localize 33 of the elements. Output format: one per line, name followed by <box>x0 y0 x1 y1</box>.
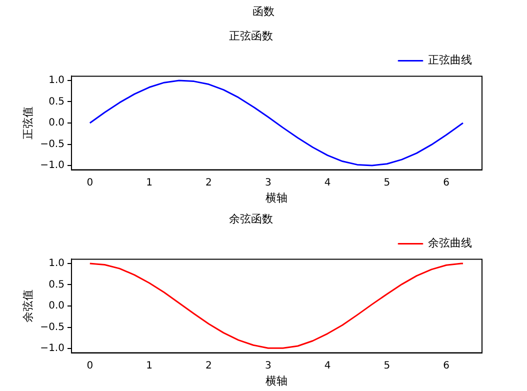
x-axis-title: 横轴 <box>266 374 288 388</box>
x-tick-label: 0 <box>86 177 94 188</box>
y-tick-label: 0.0 <box>48 300 64 312</box>
legend-label: 余弦曲线 <box>428 236 472 250</box>
x-tick-label: 3 <box>264 177 272 188</box>
x-tick-label: 2 <box>206 360 212 372</box>
x-tick-label: 6 <box>443 177 450 188</box>
x-tick-label: 0 <box>86 360 94 372</box>
y-tick-label: −0.5 <box>40 138 64 150</box>
y-tick-label: 0.5 <box>48 96 64 108</box>
x-tick-label: 3 <box>264 360 272 372</box>
y-tick-label: −1.0 <box>40 343 64 354</box>
text: 函数 <box>252 4 276 19</box>
x-tick-label: 4 <box>324 177 331 188</box>
chart-title: 余弦函数 <box>229 212 273 226</box>
x-tick-label: 6 <box>443 360 450 372</box>
y-tick-label: 0.0 <box>48 118 64 129</box>
x-tick-label: 5 <box>384 360 390 372</box>
y-tick-label: −0.5 <box>40 322 64 333</box>
x-tick-label: 4 <box>324 360 331 372</box>
y-axis-title: 正弦值 <box>21 106 34 140</box>
legend-label: 正弦曲线 <box>428 54 472 67</box>
x-tick-label: 1 <box>146 177 152 188</box>
y-tick-label: −1.0 <box>40 160 64 172</box>
y-tick-label: 0.5 <box>48 279 64 290</box>
x-tick-label: 1 <box>146 360 152 372</box>
y-axis-title: 余弦值 <box>21 290 34 322</box>
y-tick-label: 1.0 <box>48 75 64 86</box>
y-tick-label: 1.0 <box>48 258 64 270</box>
x-axis-title: 横轴 <box>266 191 288 204</box>
x-tick-label: 5 <box>384 177 390 188</box>
x-tick-label: 2 <box>206 177 212 188</box>
chart-title: 正弦函数 <box>229 29 273 42</box>
